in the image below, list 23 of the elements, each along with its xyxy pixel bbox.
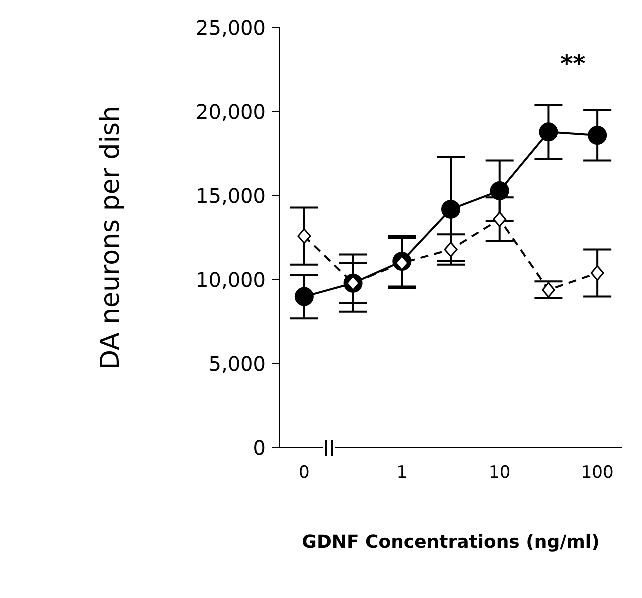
x-axis-title: GDNF Concentrations (ng/ml) bbox=[302, 532, 600, 553]
y-tick-label: 25,000 bbox=[196, 16, 266, 40]
point bbox=[493, 212, 507, 228]
annotation: ** bbox=[560, 50, 587, 78]
y-tick-label: 20,000 bbox=[196, 100, 266, 124]
point bbox=[588, 126, 608, 146]
point bbox=[542, 282, 556, 298]
point bbox=[442, 200, 460, 219]
y-tick-label: 0 bbox=[253, 436, 266, 460]
y-axis-title: DA neurons per dish bbox=[96, 106, 126, 370]
y-tick-label: 10,000 bbox=[196, 268, 266, 292]
x-tick-label: 10 bbox=[489, 463, 511, 484]
point bbox=[490, 181, 510, 200]
point bbox=[294, 287, 314, 306]
point bbox=[444, 242, 458, 258]
y-tick-label: 15,000 bbox=[196, 184, 266, 208]
y-tick-label: 5,000 bbox=[208, 352, 266, 376]
x-tick-label: 0 bbox=[299, 463, 310, 484]
point bbox=[539, 122, 558, 142]
x-tick-label: 100 bbox=[581, 463, 614, 484]
point bbox=[298, 228, 312, 244]
x-tick-label: 1 bbox=[396, 463, 408, 484]
point bbox=[590, 266, 604, 282]
